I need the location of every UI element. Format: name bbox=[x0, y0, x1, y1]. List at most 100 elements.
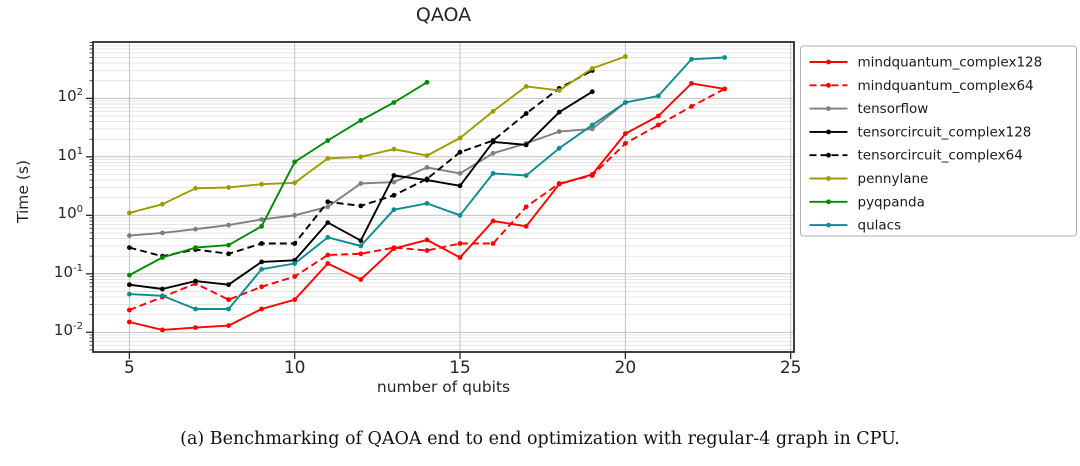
series-marker-qulacs bbox=[259, 266, 264, 272]
series-marker-qulacs bbox=[457, 212, 463, 218]
series-marker-tensorcircuit_complex128 bbox=[556, 109, 562, 115]
caption: (a) Benchmarking of QAOA end to end opti… bbox=[180, 429, 900, 449]
series-marker-tensorflow bbox=[490, 150, 496, 156]
series-marker-tensorcircuit_complex128 bbox=[358, 238, 364, 244]
series-marker-qulacs bbox=[623, 100, 628, 105]
series-marker-tensorcircuit_complex128 bbox=[325, 220, 331, 226]
series-marker-pennylane bbox=[391, 146, 397, 152]
series-marker-pyqpanda bbox=[160, 255, 165, 260]
series-marker-tensorcircuit_complex128 bbox=[523, 142, 529, 148]
series-marker-tensorflow bbox=[226, 222, 232, 228]
series-marker-tensorflow bbox=[259, 217, 264, 222]
series-marker-qulacs bbox=[226, 306, 232, 312]
series-marker-pyqpanda bbox=[292, 159, 298, 165]
series-marker-tensorcircuit_complex64 bbox=[490, 138, 496, 143]
series-marker-tensorcircuit_complex64 bbox=[226, 251, 232, 257]
legend bbox=[800, 45, 1077, 237]
series-marker-pyqpanda bbox=[126, 272, 132, 278]
series-marker-pennylane bbox=[358, 154, 364, 160]
series-marker-pennylane bbox=[556, 88, 562, 93]
series-marker-qulacs bbox=[556, 145, 562, 151]
series-marker-pyqpanda bbox=[391, 100, 397, 105]
series-marker-tensorcircuit_complex128 bbox=[457, 183, 463, 189]
series-marker-qulacs bbox=[391, 207, 397, 213]
series-marker-mindquantum_complex64 bbox=[325, 252, 331, 258]
legend-marker-mindquantum_complex128 bbox=[826, 59, 831, 65]
series-marker-tensorcircuit_complex128 bbox=[259, 259, 264, 265]
legend-label-tensorcircuit_complex64: tensorcircuit_complex64 bbox=[858, 148, 1023, 164]
series-marker-pyqpanda bbox=[358, 118, 364, 123]
series-marker-mindquantum_complex64 bbox=[623, 141, 628, 146]
legend-label-mindquantum_complex64: mindquantum_complex64 bbox=[858, 78, 1034, 94]
series-marker-pennylane bbox=[193, 185, 198, 191]
series-marker-qulacs bbox=[689, 56, 694, 62]
legend-marker-tensorflow bbox=[826, 106, 831, 111]
series-marker-tensorflow bbox=[589, 126, 595, 132]
legend-marker-pennylane bbox=[826, 176, 831, 181]
series-marker-mindquantum_complex64 bbox=[358, 251, 364, 257]
series-line-tensorflow bbox=[129, 101, 626, 237]
y-tick-label: 10-2 bbox=[53, 321, 83, 340]
series-marker-tensorcircuit_complex128 bbox=[391, 173, 397, 178]
series-marker-pennylane bbox=[160, 201, 165, 207]
series-marker-tensorflow bbox=[325, 204, 331, 210]
series-line-pyqpanda bbox=[128, 81, 428, 276]
series-line-mindquantum_complex128 bbox=[129, 82, 725, 331]
series-marker-mindquantum_complex128 bbox=[160, 327, 165, 333]
series-marker-tensorflow bbox=[358, 181, 364, 186]
series-marker-tensorcircuit_complex128 bbox=[160, 286, 165, 292]
series-marker-qulacs bbox=[292, 261, 298, 266]
legend-label-tensorcircuit_complex128: tensorcircuit_complex128 bbox=[858, 124, 1032, 140]
series-marker-mindquantum_complex64 bbox=[457, 241, 463, 246]
legend-label-qulacs: qulacs bbox=[858, 218, 902, 234]
series-marker-mindquantum_complex64 bbox=[523, 204, 529, 210]
series-marker-mindquantum_complex64 bbox=[259, 284, 264, 290]
series-marker-qulacs bbox=[656, 93, 661, 99]
series-marker-qulacs bbox=[424, 201, 430, 206]
x-tick-label: 5 bbox=[123, 358, 135, 378]
x-tick-label: 15 bbox=[449, 358, 471, 378]
series-marker-pyqpanda bbox=[193, 245, 198, 251]
legend-marker-mindquantum_complex64 bbox=[826, 82, 831, 88]
legend-marker-tensorcircuit_complex64 bbox=[826, 152, 831, 158]
series-marker-pennylane bbox=[292, 180, 298, 186]
series-marker-mindquantum_complex128 bbox=[457, 255, 463, 260]
y-tick-label: 10-1 bbox=[53, 262, 83, 281]
series-marker-tensorflow bbox=[193, 226, 198, 232]
series-marker-mindquantum_complex128 bbox=[656, 113, 661, 119]
series-line-mindquantum_complex64 bbox=[129, 88, 726, 311]
series-marker-pennylane bbox=[490, 108, 496, 114]
series-marker-mindquantum_complex128 bbox=[424, 237, 430, 243]
series-marker-pennylane bbox=[457, 135, 463, 141]
series-marker-mindquantum_complex64 bbox=[424, 248, 430, 253]
series-marker-tensorcircuit_complex64 bbox=[292, 241, 298, 246]
x-tick-label: 25 bbox=[779, 358, 802, 378]
series-marker-tensorflow bbox=[126, 233, 132, 239]
series-marker-qulacs bbox=[722, 55, 727, 60]
y-tick-label: 101 bbox=[57, 145, 83, 164]
series-marker-tensorflow bbox=[424, 165, 430, 170]
series-marker-qulacs bbox=[193, 306, 198, 312]
legend-label-tensorflow: tensorflow bbox=[858, 101, 929, 117]
series-marker-mindquantum_complex64 bbox=[226, 297, 232, 303]
series-marker-mindquantum_complex128 bbox=[226, 323, 232, 328]
series-marker-mindquantum_complex64 bbox=[722, 86, 727, 92]
series-marker-qulacs bbox=[160, 293, 165, 299]
legend-label-pyqpanda: pyqpanda bbox=[858, 194, 925, 210]
series-marker-qulacs bbox=[490, 171, 496, 176]
series-marker-tensorcircuit_complex128 bbox=[589, 89, 595, 95]
series-marker-mindquantum_complex128 bbox=[193, 325, 198, 330]
series-marker-tensorcircuit_complex64 bbox=[424, 176, 430, 182]
series-marker-pyqpanda bbox=[325, 138, 331, 143]
series-marker-mindquantum_complex128 bbox=[623, 131, 628, 137]
series-marker-tensorcircuit_complex64 bbox=[457, 149, 463, 155]
series-marker-mindquantum_complex64 bbox=[556, 181, 562, 186]
plot-frame bbox=[92, 41, 795, 353]
series-marker-tensorcircuit_complex128 bbox=[126, 282, 132, 288]
series-marker-tensorflow bbox=[457, 171, 463, 176]
series-marker-tensorflow bbox=[292, 212, 298, 218]
series-marker-mindquantum_complex128 bbox=[126, 319, 132, 325]
chart-canvas: mindquantum_complex128 mindquantum_comple… bbox=[86, 41, 1077, 359]
x-axis-label: number of qubits bbox=[376, 378, 511, 396]
